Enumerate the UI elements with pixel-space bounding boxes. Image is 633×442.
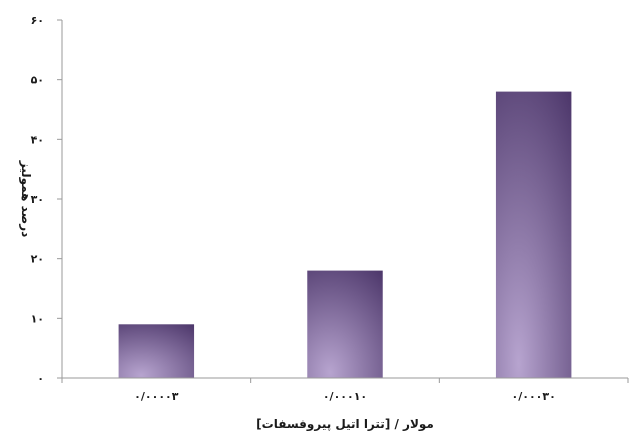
y-tick-label: ۴۰ <box>31 133 44 146</box>
y-tick-label: ۰ <box>37 372 44 385</box>
bar <box>495 91 572 378</box>
bar <box>118 324 195 378</box>
x-axis-label: [تترا اتیل پیروفسفات] / مولار <box>256 417 434 432</box>
x-axis-ticks: ۰/۰۰۰۰۳ ۰/۰۰۰۱۰ ۰/۰۰۰۳۰ <box>61 378 629 403</box>
y-tick-label: ۱۰ <box>31 312 44 325</box>
y-axis-ticks: ۰ ۱۰ ۲۰ ۳۰ ۴۰ ۵۰ ۶۰ <box>31 14 62 385</box>
y-tick-label: ۵۰ <box>31 74 44 87</box>
bars-group <box>118 91 572 378</box>
y-tick-label: ۶۰ <box>31 14 44 27</box>
y-tick-label: ۲۰ <box>31 253 44 266</box>
x-tick-label: ۰/۰۰۰۱۰ <box>323 390 367 403</box>
y-axis-label: درصد همولیز <box>18 160 33 238</box>
x-tick-label: ۰/۰۰۰۳۰ <box>512 390 556 403</box>
bar <box>307 270 383 378</box>
y-tick-label: ۳۰ <box>31 193 44 206</box>
x-tick-label: ۰/۰۰۰۰۳ <box>134 390 179 403</box>
